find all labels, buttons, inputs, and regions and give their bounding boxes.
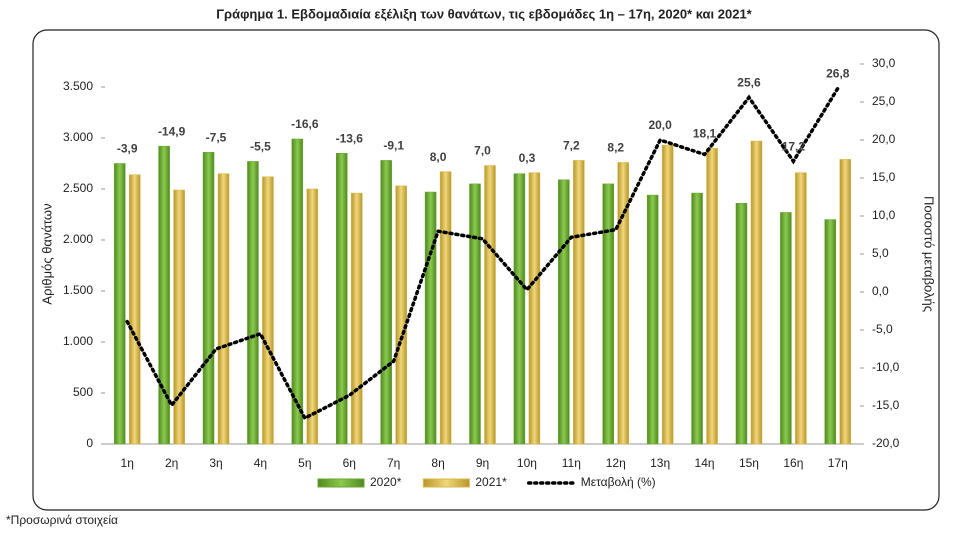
y-tick-label: 1.000: [63, 334, 93, 348]
x-tick-label: 17η: [828, 456, 848, 470]
y-tick-label: 0: [86, 436, 93, 450]
data-label: -3,9: [117, 142, 138, 156]
x-tick-label: 5η: [298, 456, 311, 470]
bar: [262, 176, 274, 445]
bar: [646, 194, 659, 445]
bar: [439, 171, 452, 445]
bar: [217, 173, 230, 445]
x-tick-label: 13η: [650, 456, 670, 470]
data-label: 7,0: [474, 144, 491, 158]
y2-tick-label: 0,0: [872, 284, 889, 298]
bar: [706, 147, 718, 445]
data-label: -14,9: [158, 124, 186, 138]
x-tick-label: 7η: [387, 456, 400, 470]
bar: [617, 162, 629, 445]
x-tick-label: 10η: [517, 456, 537, 470]
x-tick-label: 15η: [739, 456, 759, 470]
data-label: 8,2: [607, 141, 624, 155]
bar: [691, 192, 703, 445]
x-tick-label: 12η: [606, 456, 626, 470]
bar: [202, 151, 215, 445]
y2-tick-label: 5,0: [872, 246, 889, 260]
x-tick-label: 4η: [254, 456, 267, 470]
data-label: -5,5: [250, 140, 271, 154]
legend-swatch: [317, 478, 365, 488]
bar: [824, 219, 837, 445]
data-label: -16,6: [291, 117, 319, 131]
y2-tick-label: 10,0: [872, 208, 896, 222]
bar: [113, 163, 126, 445]
data-label: 18,1: [693, 126, 717, 140]
chart-frame: [32, 29, 940, 511]
data-label: -7,5: [206, 130, 227, 144]
data-label: 8,0: [430, 150, 447, 164]
bar: [602, 183, 614, 445]
bar: [735, 202, 748, 445]
bar: [484, 165, 496, 445]
x-tick-label: 8η: [431, 456, 444, 470]
bar: [839, 159, 852, 445]
bar: [780, 212, 792, 445]
bar: [750, 140, 763, 445]
bar: [158, 145, 170, 445]
y2-tick-label: -10,0: [872, 360, 900, 374]
legend-label: 2021*: [475, 475, 507, 489]
bar: [513, 173, 526, 445]
y-tick-label: 1.500: [63, 283, 93, 297]
data-label: 25,6: [737, 76, 761, 90]
data-label: 20,0: [648, 118, 672, 132]
y-axis-label: Αριθμός θανάτων: [39, 203, 54, 304]
y-tick-label: 3.500: [63, 79, 93, 93]
bar: [291, 138, 304, 445]
bar: [573, 160, 585, 445]
bar: [528, 172, 541, 445]
y2-tick-label: -15,0: [872, 398, 900, 412]
y2-tick-label: 25,0: [872, 94, 896, 108]
line: [125, 86, 840, 421]
y-tick-label: 3.000: [63, 130, 93, 144]
bar: [380, 160, 392, 445]
bar: [351, 192, 363, 445]
footnote: *Προσωρινά στοιχεία: [6, 513, 118, 527]
y2-tick-label: 20,0: [872, 132, 896, 146]
y-tick-label: 2.500: [63, 181, 93, 195]
y2-tick-label: 30,0: [872, 56, 896, 70]
bar: [424, 191, 437, 445]
bar: [558, 179, 570, 445]
bar: [336, 153, 348, 445]
data-label: -13,6: [336, 131, 364, 145]
bar: [795, 172, 807, 445]
y-tick-label: 500: [73, 385, 93, 399]
y2-tick-label: -20,0: [872, 436, 900, 450]
legend-label: Μεταβολή (%): [581, 475, 656, 489]
legend-swatch: [422, 478, 470, 488]
x-tick-label: 11η: [562, 456, 581, 470]
y-tick-label: 2.000: [63, 232, 93, 246]
x-tick-label: 6η: [343, 456, 356, 470]
bar: [247, 161, 259, 445]
bar: [661, 144, 674, 445]
bar: [469, 183, 481, 445]
data-label: 26,8: [826, 66, 850, 80]
data-label: 17,2: [782, 139, 806, 153]
data-label: 7,2: [563, 139, 580, 153]
x-tick-label: 9η: [476, 456, 489, 470]
bar: [128, 174, 141, 445]
x-tick-label: 3η: [209, 456, 222, 470]
chart-title: Γράφημα 1. Εβδομαδιαία εξέλιξη των θανάτ…: [216, 6, 752, 21]
x-tick-label: 16η: [783, 456, 803, 470]
bar: [173, 189, 185, 445]
x-tick-label: 2η: [165, 456, 178, 470]
bar: [306, 188, 319, 445]
y2-tick-label: -5,0: [872, 322, 893, 336]
legend-label: 2020*: [370, 475, 402, 489]
data-label: 0,3: [519, 151, 536, 165]
bar: [395, 185, 407, 445]
data-label: -9,1: [383, 139, 404, 153]
y2-axis-label: Ποσοστό μεταβολής: [922, 196, 937, 312]
x-tick-label: 1η: [121, 456, 134, 470]
x-tick-label: 14η: [695, 456, 715, 470]
y2-tick-label: 15,0: [872, 170, 896, 184]
